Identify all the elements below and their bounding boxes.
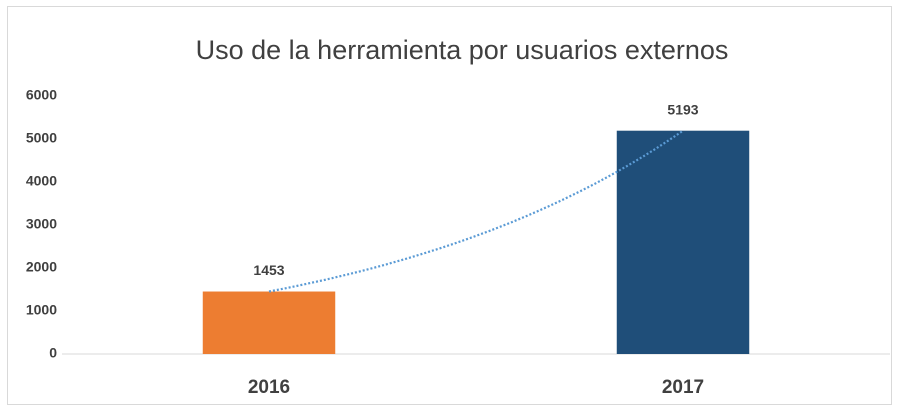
bar (202, 291, 336, 354)
x-tick-label: 2016 (248, 377, 290, 398)
y-tick-label: 4000 (26, 173, 57, 189)
value-label: 5193 (667, 101, 698, 117)
chart-border (7, 6, 892, 405)
y-tick-label: 1000 (26, 302, 57, 318)
chart-title: Uso de la herramienta por usuarios exter… (196, 35, 729, 65)
y-tick-label: 0 (49, 345, 57, 361)
y-tick-label: 2000 (26, 259, 57, 275)
bar (616, 130, 750, 354)
y-tick-label: 5000 (26, 130, 57, 146)
y-tick-label: 3000 (26, 216, 57, 232)
x-tick-label: 2017 (662, 377, 704, 398)
value-label: 1453 (253, 262, 284, 278)
y-tick-label: 6000 (26, 87, 57, 103)
